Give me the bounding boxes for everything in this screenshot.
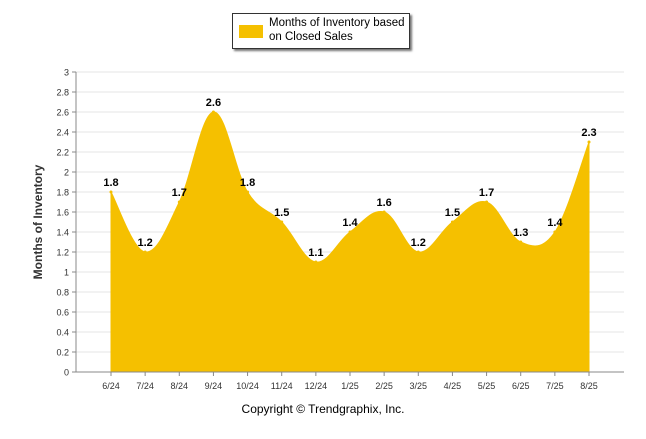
legend-label: Months of Inventory based on Closed Sale… — [269, 17, 405, 43]
data-label: 1.8 — [103, 177, 118, 189]
data-point — [246, 190, 250, 194]
y-tick-label: 1.2 — [56, 248, 69, 258]
x-tick-label: 2/25 — [375, 381, 393, 391]
data-label: 1.5 — [445, 207, 460, 219]
y-tick-label: 2.4 — [56, 128, 69, 138]
data-point — [450, 220, 454, 224]
y-tick-label: 0.4 — [56, 328, 69, 338]
legend-swatch — [239, 25, 263, 38]
series-area — [110, 111, 590, 373]
y-tick-label: 1.6 — [56, 208, 69, 218]
y-tick-label: 0.2 — [56, 348, 69, 358]
data-label: 1.2 — [137, 237, 152, 249]
y-tick-label: 2.8 — [56, 88, 69, 98]
data-label: 1.4 — [342, 217, 358, 229]
data-label: 2.3 — [581, 127, 596, 139]
y-tick-label: 0.6 — [56, 308, 69, 318]
y-tick-label: 1.8 — [56, 188, 69, 198]
data-label: 1.7 — [172, 187, 187, 199]
y-tick-label: 1.4 — [56, 228, 69, 238]
data-point — [416, 250, 420, 254]
data-point — [143, 250, 147, 254]
data-label: 1.5 — [274, 207, 289, 219]
data-label: 1.3 — [513, 227, 528, 239]
x-tick-label: 8/24 — [171, 381, 189, 391]
x-tick-label: 7/24 — [136, 381, 154, 391]
data-label: 1.4 — [547, 217, 563, 229]
x-tick-label: 10/24 — [236, 381, 259, 391]
copyright-text: Copyright © Trendgraphix, Inc. — [241, 402, 405, 416]
x-tick-label: 9/24 — [205, 381, 223, 391]
x-tick-label: 1/25 — [341, 381, 359, 391]
data-point — [109, 190, 113, 194]
x-tick-label: 5/25 — [478, 381, 496, 391]
data-point — [553, 230, 557, 234]
data-label: 1.7 — [479, 187, 494, 199]
x-tick-label: 7/25 — [546, 381, 564, 391]
y-tick-label: 2 — [64, 168, 69, 178]
x-tick-label: 11/24 — [271, 381, 293, 391]
data-point — [280, 220, 284, 224]
x-tick-label: 12/24 — [305, 381, 328, 391]
data-point — [382, 210, 386, 214]
x-tick-label: 8/25 — [580, 381, 598, 391]
x-tick-label: 6/25 — [512, 381, 530, 391]
data-point — [314, 260, 318, 264]
data-label: 1.6 — [376, 197, 391, 209]
data-label: 1.1 — [308, 247, 323, 259]
data-point — [519, 240, 523, 244]
data-point — [587, 140, 591, 144]
y-tick-label: 1 — [64, 268, 69, 278]
y-tick-label: 0.8 — [56, 288, 69, 298]
x-tick-label: 4/25 — [444, 381, 462, 391]
y-tick-label: 2.2 — [56, 148, 69, 158]
y-axis-title: Months of Inventory — [31, 164, 45, 279]
data-label: 1.2 — [411, 237, 426, 249]
data-point — [485, 200, 489, 204]
data-point — [177, 200, 181, 204]
data-point — [211, 110, 215, 114]
data-label: 1.8 — [240, 177, 255, 189]
data-label: 2.6 — [206, 97, 221, 109]
y-tick-label: 3 — [64, 68, 69, 78]
data-point — [348, 230, 352, 234]
y-tick-label: 0 — [64, 368, 69, 378]
x-tick-label: 6/24 — [102, 381, 120, 391]
legend: Months of Inventory based on Closed Sale… — [232, 13, 410, 49]
x-tick-label: 3/25 — [410, 381, 428, 391]
y-tick-label: 2.6 — [56, 108, 69, 118]
